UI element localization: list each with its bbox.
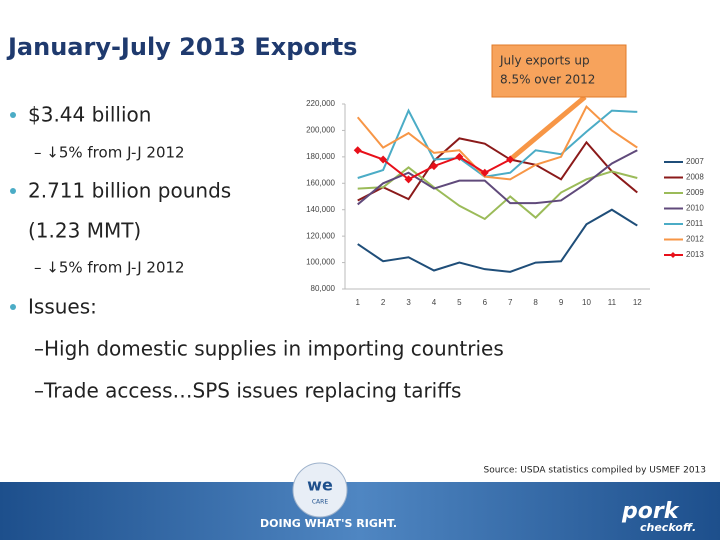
logo-text: we <box>307 476 333 495</box>
series-line <box>357 208 638 273</box>
x-tick-label: 12 <box>633 298 642 307</box>
series-marker <box>429 162 438 171</box>
footer-slogan: DOING WHAT'S RIGHT. <box>260 517 397 530</box>
sub-bullet-text: – ↓5% from J-J 2012 <box>34 259 185 277</box>
logo-text: CARE <box>312 499 328 506</box>
callout-text: July exports up <box>499 54 590 68</box>
x-tick-label: 2 <box>381 298 386 307</box>
bullet-text: Issues: <box>28 295 97 319</box>
series-line <box>357 166 638 221</box>
slide-title: January-July 2013 Exports <box>6 33 357 61</box>
legend-label: 2007 <box>686 157 704 166</box>
logo-badge <box>292 462 348 518</box>
y-tick-label: 80,000 <box>311 284 336 293</box>
y-tick-label: 180,000 <box>306 152 335 161</box>
legend-marker <box>670 252 676 258</box>
chart: 80,000 100,000 120,000 140,000 160,000 180,00… <box>306 99 704 307</box>
x-tick-label: 9 <box>559 298 564 307</box>
source-note: Source: USDA statistics compiled by USME… <box>483 466 706 476</box>
y-tick-label: 200,000 <box>306 126 335 135</box>
legend-label: 2012 <box>686 235 704 244</box>
x-tick-label: 6 <box>483 298 488 307</box>
series-line <box>356 105 638 181</box>
x-tick-label: 7 <box>508 298 513 307</box>
x-tick-label: 11 <box>608 298 617 307</box>
logo-text: pork <box>621 499 680 524</box>
y-tick-label: 120,000 <box>306 231 335 240</box>
footer-band <box>0 482 720 540</box>
sub-bullet-text: –Trade access…SPS issues replacing tarif… <box>34 379 461 403</box>
legend-label: 2008 <box>686 173 704 182</box>
sub-bullet-text: – ↓5% from J-J 2012 <box>34 144 185 162</box>
series-marker <box>404 175 413 184</box>
x-tick-label: 8 <box>533 298 538 307</box>
y-tick-label: 160,000 <box>306 178 335 187</box>
series-marker <box>353 146 362 155</box>
series-marker <box>455 152 464 161</box>
legend-label: 2013 <box>686 250 704 259</box>
legend-label: 2011 <box>686 219 704 228</box>
series-marker <box>506 155 515 164</box>
y-tick-label: 220,000 <box>306 99 335 108</box>
series-line <box>357 149 638 206</box>
bullet-text: 2.711 billion pounds <box>28 179 231 203</box>
series-line <box>357 137 638 202</box>
series-marker <box>379 155 388 164</box>
bullet <box>10 304 16 310</box>
y-tick-label: 140,000 <box>306 205 335 214</box>
callout-box <box>491 44 627 98</box>
x-tick-label: 4 <box>432 298 437 307</box>
legend-label: 2010 <box>686 204 704 213</box>
x-tick-label: 3 <box>406 298 411 307</box>
x-tick-label: 5 <box>457 298 462 307</box>
callout-text: 8.5% over 2012 <box>500 73 595 87</box>
callout-arrow <box>510 95 587 160</box>
sub-bullet-text: –High domestic supplies in importing cou… <box>34 337 504 361</box>
x-tick-label: 10 <box>582 298 591 307</box>
y-tick-label: 100,000 <box>306 258 335 267</box>
bullet <box>10 112 16 118</box>
series-line <box>357 108 638 179</box>
bullet-text: $3.44 billion <box>28 103 151 127</box>
series-marker <box>480 168 489 177</box>
bullet <box>10 188 16 194</box>
x-tick-label: 1 <box>355 298 360 307</box>
legend-label: 2009 <box>686 188 704 197</box>
logo-text: checkoff. <box>640 521 696 534</box>
bullet-text: (1.23 MMT) <box>28 219 141 243</box>
